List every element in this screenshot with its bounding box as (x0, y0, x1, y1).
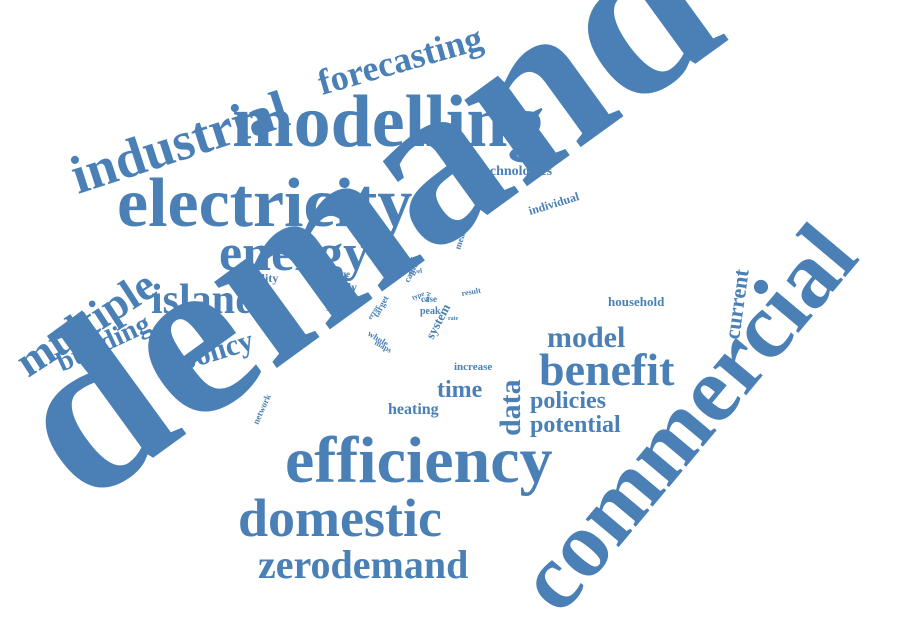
word-supply: supply (394, 256, 417, 265)
word-benefit: benefit (539, 344, 675, 395)
word-island: island (151, 277, 258, 323)
word-time: time (437, 377, 483, 403)
word-heating: heating (388, 401, 439, 418)
word-increase: increase (454, 361, 492, 373)
word-technologies: technologies (479, 164, 553, 179)
word-peak: peak (420, 306, 441, 317)
word-fuel: fuel (424, 291, 433, 302)
word-electricity: electricity (117, 165, 412, 242)
word-policies: policies (530, 388, 606, 414)
word-efficiency: efficiency (285, 424, 553, 497)
word-result: result (461, 286, 482, 298)
word-case: case (421, 294, 437, 304)
word-household: household (608, 294, 665, 309)
word-potential: potential (530, 412, 621, 438)
word-annual: annual (326, 295, 350, 304)
word-energy: energy (219, 225, 369, 282)
word-survey: survey (326, 304, 349, 313)
word-data: data (494, 379, 527, 436)
word-study: study (329, 280, 357, 294)
word-zerodemand: zerodemand (258, 542, 468, 587)
word-rate: rate (448, 316, 459, 322)
word-level: level (408, 267, 423, 277)
word-model: model (547, 321, 625, 354)
word-modelling: modelling (232, 81, 544, 163)
word-variability: variability (225, 271, 278, 285)
word-domestic: domestic (238, 488, 442, 548)
word-change: change (323, 269, 350, 279)
